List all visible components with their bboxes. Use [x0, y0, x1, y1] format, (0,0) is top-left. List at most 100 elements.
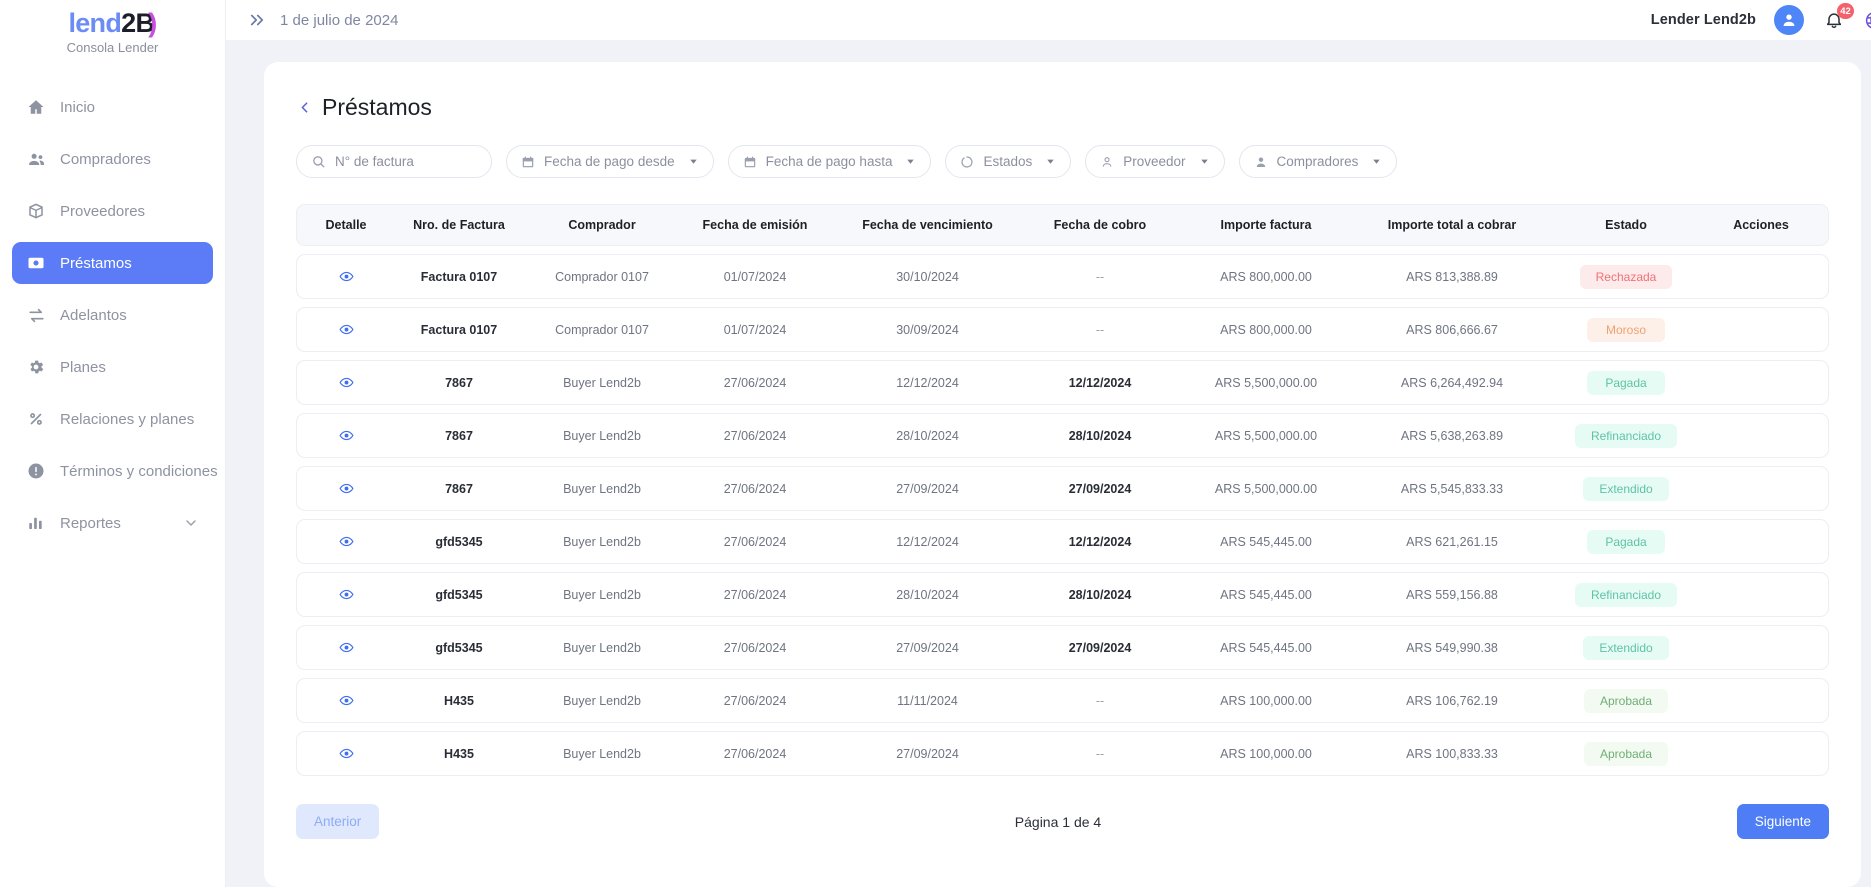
filter-payment-date-from[interactable]: Fecha de pago desde	[506, 145, 714, 178]
brand-logo: lend2B)	[0, 8, 225, 38]
next-page-button[interactable]: Siguiente	[1736, 804, 1829, 839]
table-row[interactable]: 7867 Buyer Lend2b 27/06/2024 12/12/2024 12/1…	[296, 360, 1829, 405]
chevron-left-icon[interactable]	[296, 99, 313, 116]
sidebar-item-compradores[interactable]: Compradores	[12, 138, 213, 180]
cell-nro-factura: gfd5345	[435, 534, 483, 549]
sidebar-item-adelantos[interactable]: Adelantos	[12, 294, 213, 336]
double-chevron-right-icon[interactable]	[248, 11, 266, 29]
sidebar-item-label: Adelantos	[60, 306, 127, 324]
status-badge: Extendido	[1583, 635, 1669, 660]
cell-fecha-vencimiento: 28/10/2024	[896, 428, 959, 443]
table-row[interactable]: Factura 0107 Comprador 0107 01/07/2024 30/1…	[296, 254, 1829, 299]
calendar-icon	[521, 155, 535, 169]
previous-page-button[interactable]: Anterior	[296, 804, 380, 839]
cell-fecha-vencimiento: 11/11/2024	[897, 693, 958, 708]
cell-comprador: Comprador 0107	[555, 269, 649, 284]
cell-importe-factura: ARS 5,500,000.00	[1214, 428, 1318, 443]
cell-importe-factura: ARS 800,000.00	[1220, 322, 1312, 337]
cell-fecha-cobro: --	[1095, 746, 1105, 761]
cell-fecha-emision: 27/06/2024	[723, 640, 787, 655]
cell-comprador: Buyer Lend2b	[563, 693, 641, 708]
cell-fecha-cobro: --	[1095, 322, 1105, 337]
search-icon	[311, 154, 326, 169]
table-row[interactable]: H435 Buyer Lend2b 27/06/2024 27/09/2024 -- AR…	[296, 731, 1829, 776]
cell-fecha-cobro: 28/10/2024	[1068, 428, 1132, 443]
table-row[interactable]: 7867 Buyer Lend2b 27/06/2024 27/09/2024 27/0…	[296, 466, 1829, 511]
filter-label: Estados	[983, 154, 1033, 169]
eye-icon[interactable]	[307, 269, 385, 284]
sidebar-item-terminos-y-condiciones[interactable]: Términos y condiciones	[12, 450, 218, 492]
sidebar-item-label: Inicio	[60, 98, 96, 116]
chevron-down-icon[interactable]	[183, 515, 199, 531]
cell-fecha-emision: 27/06/2024	[723, 746, 787, 761]
cell-importe-factura: ARS 545,445.00	[1220, 587, 1312, 602]
column-header-acciones: Acciones	[1733, 218, 1789, 232]
column-header-comprador: Comprador	[568, 218, 636, 232]
filter-payment-date-to[interactable]: Fecha de pago hasta	[727, 145, 932, 178]
cell-importe-total: ARS 621,261.15	[1406, 534, 1498, 549]
table-row[interactable]: Factura 0107 Comprador 0107 01/07/2024 30/0…	[296, 307, 1829, 352]
table-row[interactable]: gfd5345 Buyer Lend2b 27/06/2024 28/10/2024 2…	[296, 572, 1829, 617]
main-area: 1 de julio de 2024 Lender Lend2b 42	[226, 0, 1871, 887]
topbar: 1 de julio de 2024 Lender Lend2b 42	[226, 0, 1871, 40]
cell-importe-factura: ARS 100,000.00	[1220, 693, 1312, 708]
avatar[interactable]	[1774, 5, 1804, 35]
sidebar-item-proveedores[interactable]: Proveedores	[12, 190, 213, 232]
cell-importe-total: ARS 106,762.19	[1406, 693, 1498, 708]
filter-buyers[interactable]: Compradores	[1238, 145, 1398, 178]
status-badge: Aprobada	[1583, 741, 1669, 766]
eye-icon[interactable]	[307, 587, 385, 602]
eye-icon[interactable]	[307, 534, 385, 549]
cell-fecha-cobro: --	[1095, 693, 1105, 708]
sidebar-item-inicio[interactable]: Inicio	[12, 86, 213, 128]
table-row[interactable]: gfd5345 Buyer Lend2b 27/06/2024 12/12/2024 1…	[296, 519, 1829, 564]
cell-fecha-emision: 27/06/2024	[723, 693, 787, 708]
user-name: Lender Lend2b	[1650, 12, 1756, 28]
cell-fecha-cobro: 28/10/2024	[1068, 587, 1132, 602]
filter-supplier[interactable]: Proveedor	[1085, 145, 1225, 178]
sidebar-item-label: Relaciones y planes	[60, 410, 195, 428]
status-badge: Moroso	[1587, 317, 1665, 342]
cell-fecha-cobro: 12/12/2024	[1068, 534, 1132, 549]
cell-fecha-cobro: 27/09/2024	[1068, 640, 1132, 655]
sidebar-item-planes[interactable]: Planes	[12, 346, 213, 388]
table-row[interactable]: gfd5345 Buyer Lend2b 27/06/2024 27/09/2024 2…	[296, 625, 1829, 670]
eye-icon[interactable]	[307, 322, 385, 337]
eye-icon[interactable]	[307, 746, 385, 761]
cell-nro-factura: gfd5345	[435, 640, 483, 655]
cell-nro-factura: H435	[444, 693, 474, 708]
notifications-button[interactable]: 42	[1822, 3, 1854, 32]
sidebar-item-label: Reportes	[60, 514, 121, 532]
prestamos-card: Préstamos N° de factura Fecha de pago de…	[264, 62, 1861, 887]
table-row[interactable]: H435 Buyer Lend2b 27/06/2024 11/11/2024 -- AR…	[296, 678, 1829, 723]
cell-fecha-emision: 01/07/2024	[723, 269, 787, 284]
eye-icon[interactable]	[307, 640, 385, 655]
sidebar-item-reportes[interactable]: Reportes	[12, 502, 213, 544]
column-header-cobro: Fecha de cobro	[1053, 218, 1147, 232]
eye-icon[interactable]	[307, 428, 385, 443]
filter-status[interactable]: Estados	[945, 145, 1072, 178]
cell-importe-factura: ARS 800,000.00	[1220, 269, 1312, 284]
status-badge: Aprobada	[1583, 688, 1669, 713]
eye-icon[interactable]	[307, 481, 385, 496]
home-icon	[26, 97, 46, 117]
sidebar-item-relaciones-y-planes[interactable]: Relaciones y planes	[12, 398, 213, 440]
eye-icon[interactable]	[307, 375, 385, 390]
chevron-down-icon	[1199, 156, 1210, 167]
cell-importe-total: ARS 806,666.67	[1406, 322, 1498, 337]
cell-fecha-cobro: 27/09/2024	[1068, 481, 1132, 496]
column-header-vencimiento: Fecha de vencimiento	[862, 218, 993, 232]
cell-comprador: Buyer Lend2b	[563, 481, 641, 496]
cell-nro-factura: 7867	[445, 481, 473, 496]
table-row[interactable]: 7867 Buyer Lend2b 27/06/2024 28/10/2024 28/1…	[296, 413, 1829, 458]
globe-icon[interactable]	[1864, 10, 1871, 31]
eye-icon[interactable]	[307, 693, 385, 708]
cell-importe-total: ARS 6,264,492.94	[1400, 375, 1504, 390]
sidebar-item-prestamos[interactable]: Préstamos	[12, 242, 213, 284]
cell-importe-factura: ARS 100,000.00	[1220, 746, 1312, 761]
filter-invoice-number[interactable]: N° de factura	[296, 145, 492, 178]
cell-fecha-emision: 01/07/2024	[723, 322, 787, 337]
cell-importe-total: ARS 813,388.89	[1406, 269, 1498, 284]
cell-comprador: Buyer Lend2b	[563, 428, 641, 443]
chevron-down-icon	[688, 156, 699, 167]
